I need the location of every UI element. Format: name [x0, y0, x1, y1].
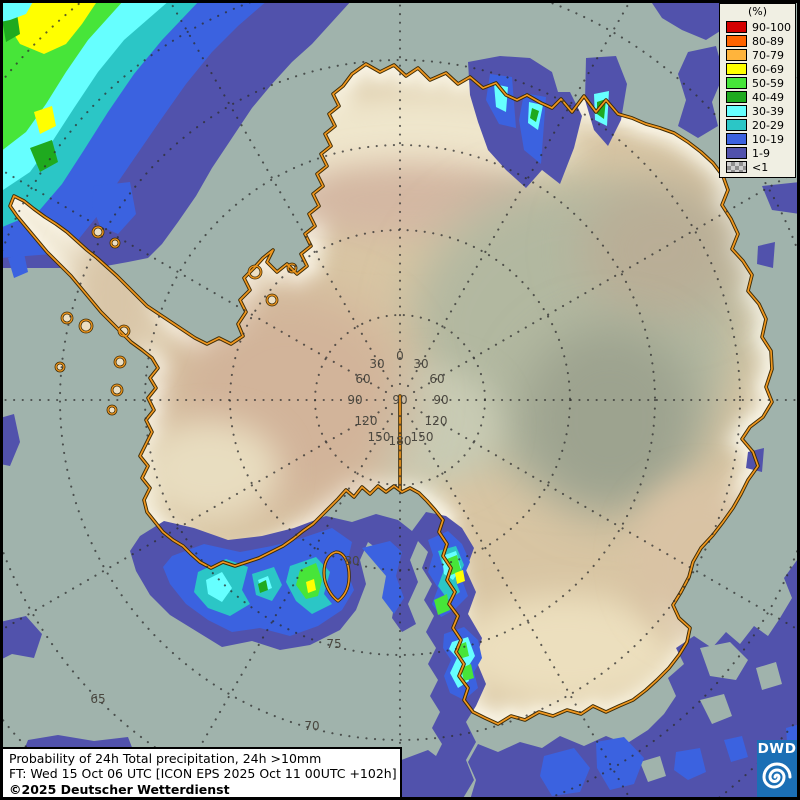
- legend-range-label: 90-100: [752, 20, 791, 34]
- legend-swatch: [726, 21, 747, 33]
- legend-row-50-59: 50-59: [720, 76, 795, 90]
- legend-range-label: 70-79: [752, 48, 784, 62]
- legend-range-label: <1: [752, 160, 769, 174]
- legend-range-label: 30-39: [752, 104, 784, 118]
- lon-label-90: 90: [433, 393, 448, 407]
- lat-label-70: 70: [304, 719, 319, 733]
- legend-range-label: 80-89: [752, 34, 784, 48]
- lat-label-80: 80: [344, 554, 359, 568]
- lon-label-150: 150: [368, 430, 391, 444]
- legend-title: (%): [747, 5, 768, 18]
- lon-label-150: 150: [411, 430, 434, 444]
- lon-label-30: 30: [413, 357, 428, 371]
- lon-label-180: 180: [389, 434, 412, 448]
- info-line-forecast-time: FT: Wed 15 Oct 06 UTC [ICON EPS 2025 Oct…: [9, 766, 397, 782]
- dwd-logo-text: DWD: [757, 741, 797, 757]
- legend-range-label: 50-59: [752, 76, 784, 90]
- legend-swatch: [726, 119, 747, 131]
- legend-range-label: 40-49: [752, 90, 784, 104]
- info-bar: Probability of 24h Total precipitation, …: [3, 747, 402, 797]
- legend-rows: 90-100 80-89 70-79 60-69 50-59 40-49 30-39 20-2…: [720, 20, 795, 174]
- legend-swatch: [726, 161, 747, 173]
- legend-swatch: [726, 91, 747, 103]
- legend-range-label: 20-29: [752, 118, 784, 132]
- dwd-spiral-icon: [762, 762, 792, 789]
- lat-label-90: 90: [392, 393, 407, 407]
- precip-band-northwest: [0, 0, 352, 660]
- legend-swatch: [726, 133, 747, 145]
- legend-swatch: [726, 77, 747, 89]
- legend-swatch: [726, 105, 747, 117]
- legend-row-90-100: 90-100: [720, 20, 795, 34]
- legend-row-1-9: 1-9: [720, 146, 795, 160]
- dwd-logo: DWD: [757, 740, 797, 797]
- info-line-copyright: ©2025 Deutscher Wetterdienst: [9, 781, 230, 797]
- legend-swatch: [726, 63, 747, 75]
- lon-label-90: 90: [347, 393, 362, 407]
- lon-label-120: 120: [355, 414, 378, 428]
- legend-row-<1: <1: [720, 160, 795, 174]
- legend-row-10-19: 10-19: [720, 132, 795, 146]
- legend-swatch: [726, 35, 747, 47]
- legend-range-label: 10-19: [752, 132, 784, 146]
- lat-label-75: 75: [326, 637, 341, 651]
- legend-row-60-69: 60-69: [720, 62, 795, 76]
- lon-label-30: 30: [369, 357, 384, 371]
- lon-label-0: 0: [396, 349, 404, 363]
- lon-label-60: 60: [355, 372, 370, 386]
- legend-row-70-79: 70-79: [720, 48, 795, 62]
- info-line-product: Probability of 24h Total precipitation, …: [9, 751, 322, 766]
- legend-swatch: [726, 147, 747, 159]
- legend-range-label: 1-9: [752, 146, 770, 160]
- legend-row-20-29: 20-29: [720, 118, 795, 132]
- legend-range-label: 60-69: [752, 62, 784, 76]
- legend-swatch: [726, 49, 747, 61]
- legend-row-40-49: 40-49: [720, 90, 795, 104]
- lon-label-120: 120: [425, 414, 448, 428]
- legend: (%) 90-100 80-89 70-79 60-69 50-59 40-49 30-39…: [719, 3, 796, 178]
- legend-row-80-89: 80-89: [720, 34, 795, 48]
- legend-row-30-39: 30-39: [720, 104, 795, 118]
- lon-label-60: 60: [429, 372, 444, 386]
- lat-label-65: 65: [90, 692, 105, 706]
